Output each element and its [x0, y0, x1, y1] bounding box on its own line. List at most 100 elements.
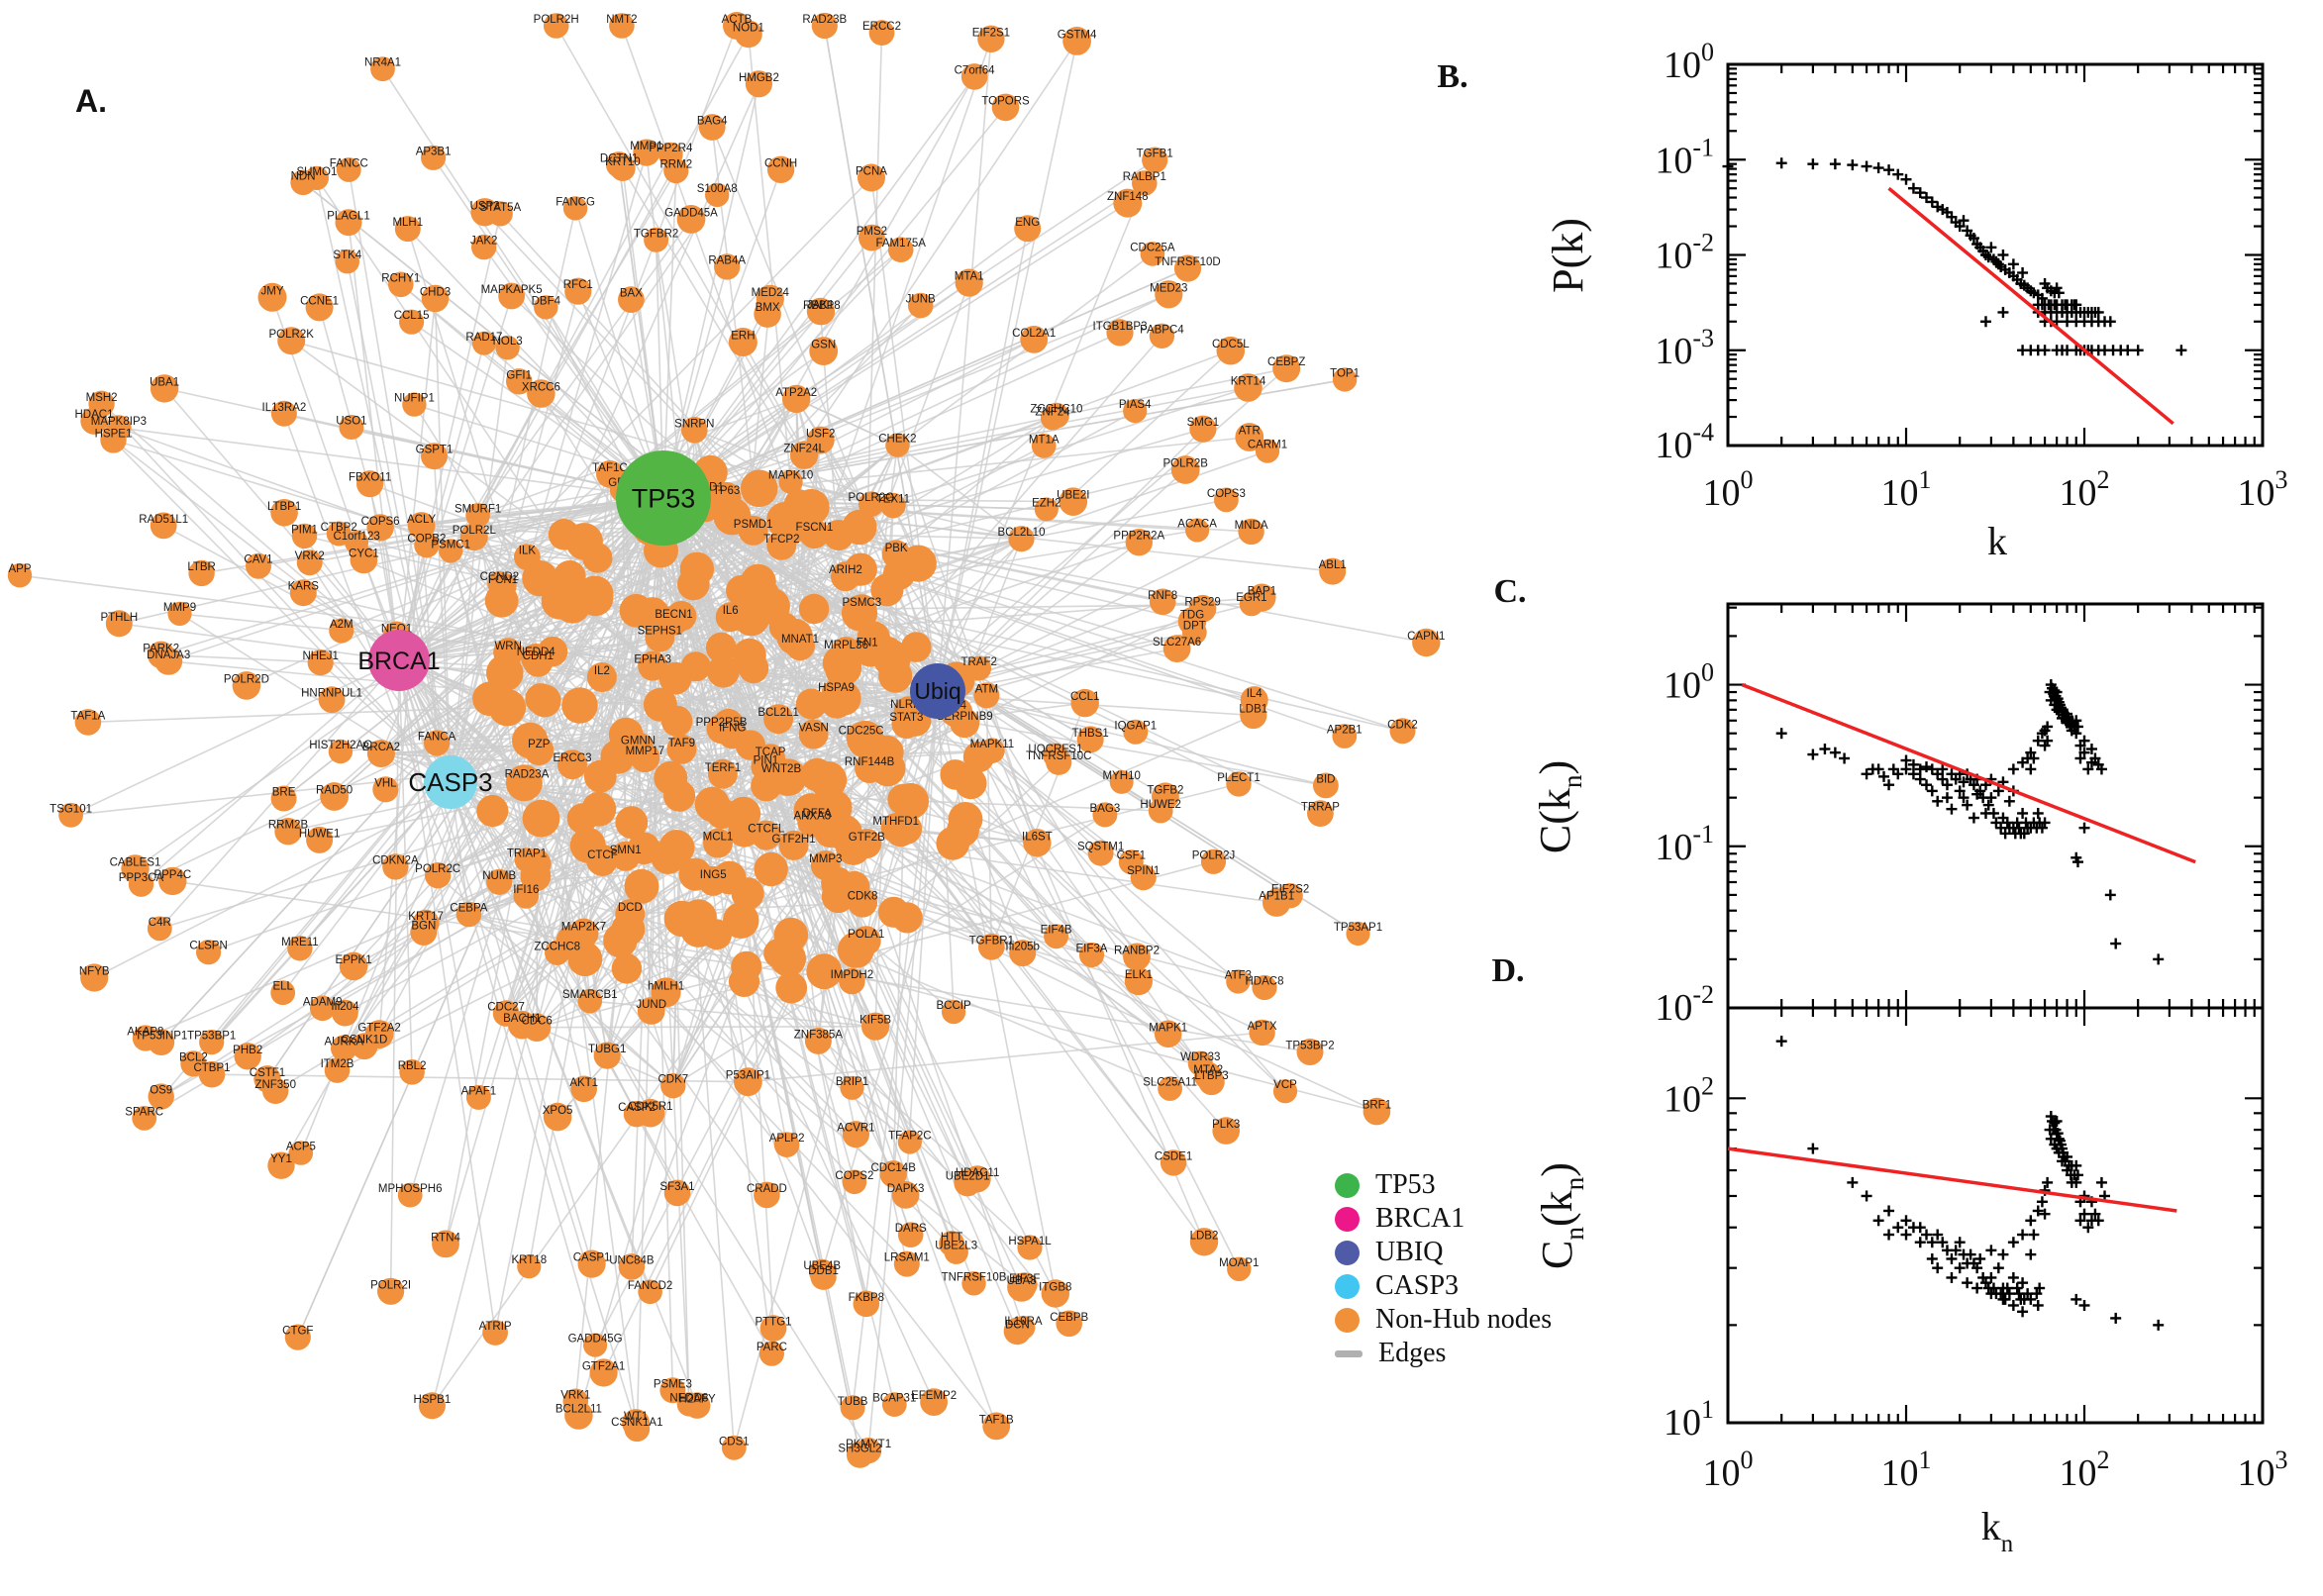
gene-node[interactable] [610, 841, 641, 871]
gene-node[interactable] [973, 682, 1000, 709]
gene-node[interactable] [232, 671, 261, 700]
gene-node[interactable] [881, 540, 911, 569]
gene-node[interactable] [645, 622, 675, 652]
gene-node[interactable] [858, 163, 885, 192]
gene-node[interactable] [1017, 1235, 1043, 1260]
gene-node[interactable] [1200, 848, 1227, 874]
gene-node[interactable] [562, 196, 588, 221]
gene-node[interactable] [782, 384, 811, 414]
gene-node[interactable] [960, 63, 988, 90]
gene-node[interactable] [564, 277, 592, 305]
gene-node[interactable] [659, 1377, 686, 1404]
gene-node[interactable] [414, 533, 440, 558]
hub-node-ubiq[interactable] [910, 663, 965, 719]
gene-node[interactable] [1227, 1256, 1252, 1282]
gene-node[interactable] [1332, 367, 1358, 392]
gene-node[interactable] [955, 268, 983, 297]
gene-node[interactable] [1158, 1076, 1182, 1101]
gene-node[interactable] [773, 1132, 800, 1157]
gene-node[interactable] [1123, 943, 1151, 971]
gene-node[interactable] [418, 1392, 446, 1420]
gene-node[interactable] [1087, 840, 1114, 866]
gene-node[interactable] [305, 293, 334, 322]
gene-node[interactable] [287, 936, 313, 961]
gene-node[interactable] [839, 967, 865, 995]
gene-node[interactable] [751, 751, 781, 782]
gene-node[interactable] [425, 862, 452, 889]
gene-node[interactable] [1142, 147, 1168, 173]
gene-node[interactable] [891, 1181, 920, 1209]
gene-node[interactable] [852, 829, 882, 858]
gene-node[interactable] [676, 205, 706, 234]
gene-node[interactable] [637, 997, 665, 1025]
gene-node[interactable] [799, 519, 830, 549]
gene-node[interactable] [106, 415, 132, 441]
gene-node[interactable] [681, 417, 708, 444]
gene-node[interactable] [289, 579, 317, 607]
gene-node[interactable] [982, 1412, 1011, 1441]
gene-node[interactable] [1412, 628, 1441, 657]
gene-node[interactable] [506, 368, 533, 395]
gene-node[interactable] [421, 284, 450, 313]
gene-node[interactable] [660, 1073, 686, 1099]
gene-node[interactable] [858, 491, 884, 517]
gene-node[interactable] [766, 530, 797, 560]
gene-node[interactable] [320, 782, 349, 811]
gene-node[interactable] [717, 719, 748, 749]
gene-node[interactable] [517, 1254, 542, 1279]
gene-node[interactable] [424, 730, 451, 756]
gene-node[interactable] [715, 602, 746, 633]
gene-node[interactable] [1076, 726, 1104, 753]
gene-node[interactable] [853, 1290, 880, 1318]
gene-node[interactable] [492, 1000, 520, 1027]
gene-node[interactable] [350, 546, 378, 574]
gene-node[interactable] [196, 940, 222, 965]
gene-node[interactable] [1149, 588, 1176, 616]
gene-node[interactable] [1123, 719, 1149, 745]
gene-node[interactable] [583, 1333, 608, 1357]
gene-node[interactable] [830, 561, 860, 592]
gene-node[interactable] [879, 1160, 907, 1188]
gene-node[interactable] [754, 300, 781, 328]
gene-node[interactable] [495, 336, 520, 360]
gene-node[interactable] [676, 1392, 702, 1417]
gene-node[interactable] [963, 1165, 991, 1193]
gene-node[interactable] [1059, 487, 1088, 516]
gene-node[interactable] [1113, 188, 1143, 218]
gene-node[interactable] [907, 292, 934, 319]
gene-node[interactable] [633, 139, 660, 166]
gene-node[interactable] [758, 1341, 785, 1366]
gene-node[interactable] [1296, 1039, 1324, 1065]
gene-node[interactable] [920, 1388, 948, 1416]
gene-node[interactable] [270, 980, 296, 1006]
gene-node[interactable] [1140, 242, 1165, 266]
gene-node[interactable] [132, 1106, 157, 1131]
gene-node[interactable] [847, 594, 877, 625]
gene-node[interactable] [698, 865, 729, 896]
gene-node[interactable] [524, 736, 555, 765]
gene-node[interactable] [318, 686, 346, 714]
gene-node[interactable] [605, 151, 633, 178]
gene-node[interactable] [1125, 529, 1154, 556]
gene-node[interactable] [842, 1169, 867, 1195]
gene-node[interactable] [534, 295, 558, 320]
gene-node[interactable] [1044, 402, 1069, 429]
gene-node[interactable] [267, 1151, 295, 1179]
gene-node[interactable] [246, 552, 271, 579]
gene-node[interactable] [1124, 967, 1153, 996]
gene-node[interactable] [966, 655, 992, 681]
gene-node[interactable] [881, 1392, 907, 1417]
gene-node[interactable] [1212, 1117, 1240, 1145]
gene-node[interactable] [74, 709, 102, 736]
gene-node[interactable] [339, 951, 368, 981]
gene-node[interactable] [324, 1057, 351, 1083]
gene-node[interactable] [1189, 1228, 1219, 1256]
gene-node[interactable] [284, 1324, 311, 1350]
gene-node[interactable] [1363, 1097, 1391, 1126]
gene-node[interactable] [465, 503, 490, 528]
gene-node[interactable] [1272, 1079, 1298, 1104]
gene-node[interactable] [372, 776, 399, 803]
gene-node[interactable] [623, 732, 654, 762]
hub-node-tp53[interactable] [616, 450, 711, 546]
gene-node[interactable] [1023, 829, 1052, 857]
